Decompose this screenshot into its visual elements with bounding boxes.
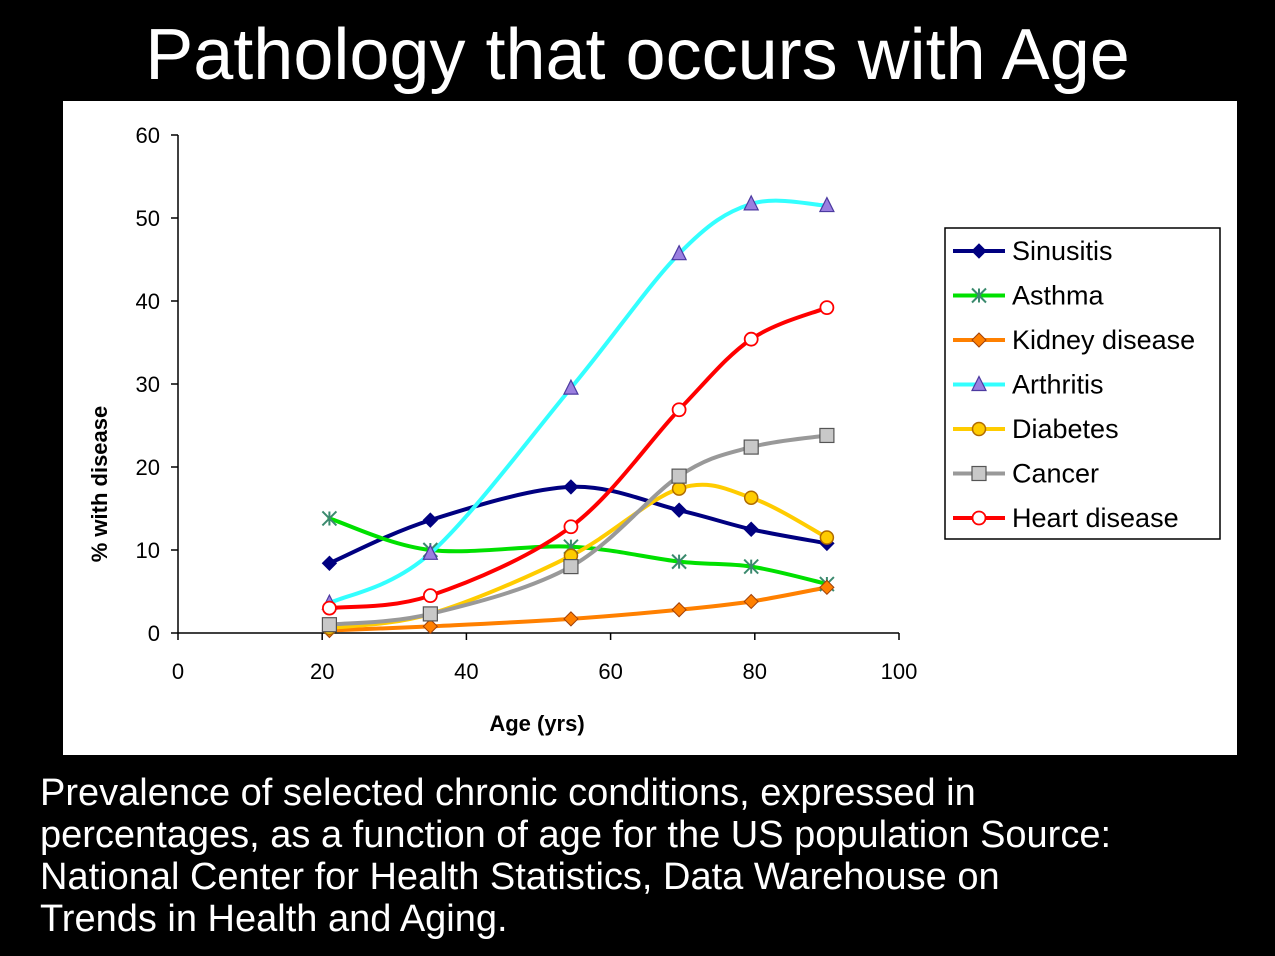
y-tick-label: 50 — [136, 206, 160, 231]
series-markers — [321, 194, 835, 639]
data-point — [671, 502, 687, 518]
data-point — [743, 194, 760, 211]
data-point — [563, 519, 579, 535]
data-point — [671, 402, 687, 418]
axes: 0 10 20 30 40 50 60 0 20 40 60 80 100 — [136, 123, 918, 684]
legend-label: Kidney disease — [1012, 325, 1195, 355]
x-tick-label: 100 — [881, 659, 918, 684]
legend-item: Asthma — [953, 281, 1105, 311]
series-line — [327, 198, 829, 606]
y-tick-label: 40 — [136, 289, 160, 314]
data-point — [819, 579, 835, 596]
data-point — [743, 490, 759, 505]
y-tick-label: 20 — [136, 455, 160, 480]
legend-marker — [971, 465, 987, 482]
legend-marker — [971, 510, 987, 526]
data-point — [422, 512, 439, 528]
caption-line: National Center for Health Statistics, D… — [40, 856, 1000, 898]
data-point — [743, 558, 759, 575]
legend-item: Heart disease — [953, 503, 1179, 533]
y-tick-label: 30 — [136, 372, 160, 397]
data-point — [321, 617, 338, 633]
data-point — [819, 530, 835, 545]
legend-label: Heart disease — [1012, 503, 1179, 533]
x-tick-label: 60 — [598, 659, 622, 684]
legend-item: Sinusitis — [953, 236, 1113, 266]
data-point — [743, 521, 759, 537]
data-point — [671, 481, 687, 496]
legend-marker — [971, 287, 987, 304]
data-point — [819, 427, 835, 444]
data-point — [819, 300, 835, 316]
data-point — [422, 618, 439, 635]
legend-label: Asthma — [1012, 281, 1105, 311]
caption-line: Prevalence of selected chronic condition… — [40, 772, 976, 814]
data-point — [422, 606, 438, 622]
legend: Sinusitis Asthma Kidney disease Arthritis Di… — [944, 227, 1221, 540]
data-point — [743, 439, 759, 455]
data-point — [671, 244, 688, 261]
data-point — [563, 611, 579, 627]
data-point — [743, 331, 759, 347]
data-point — [321, 555, 338, 571]
slide-title: Pathology that occurs with Age — [145, 15, 1130, 95]
data-point — [671, 553, 687, 570]
x-axis-title: Age (yrs) — [489, 711, 584, 736]
legend-label: Cancer — [1012, 459, 1099, 489]
legend-label: Diabetes — [1012, 414, 1119, 444]
chart-caption: Prevalence of selected chronic condition… — [40, 772, 1270, 940]
data-point — [563, 559, 579, 575]
legend-item: Cancer — [953, 459, 1099, 489]
legend-marker — [971, 243, 987, 259]
y-tick-label: 60 — [136, 123, 160, 148]
y-axis-title: % with disease — [87, 406, 112, 563]
data-point — [422, 543, 439, 560]
data-point — [322, 600, 337, 616]
legend-marker — [971, 421, 987, 437]
caption-line: percentages, as a function of age for th… — [40, 814, 1112, 856]
legend-label: Arthritis — [1012, 370, 1104, 400]
chart-panel: 0 10 20 30 40 50 60 0 20 40 60 80 100 Age (yrs) % wi… — [63, 101, 1237, 755]
legend-label: Sinusitis — [1012, 236, 1113, 266]
x-tick-label: 40 — [454, 659, 478, 684]
legend-item: Kidney disease — [953, 325, 1195, 355]
legend-item: Diabetes — [953, 414, 1119, 444]
data-point — [818, 196, 835, 213]
x-tick-label: 0 — [172, 659, 184, 684]
data-point — [562, 378, 579, 395]
y-tick-label: 0 — [148, 621, 160, 646]
data-point — [671, 468, 687, 484]
line-chart: 0 10 20 30 40 50 60 0 20 40 60 80 100 Age (yrs) % wi… — [87, 123, 1221, 736]
data-point — [422, 588, 438, 604]
legend-marker — [971, 375, 987, 392]
data-point — [743, 593, 759, 610]
y-tick-label: 10 — [136, 538, 160, 563]
legend-marker — [971, 332, 987, 348]
caption-line: Trends in Health and Aging. — [40, 898, 508, 940]
x-tick-label: 20 — [310, 659, 334, 684]
legend-item: Arthritis — [953, 370, 1104, 400]
data-point — [671, 602, 687, 618]
x-tick-label: 80 — [743, 659, 767, 684]
series-line — [327, 585, 829, 633]
data-point — [563, 479, 579, 495]
data-point — [321, 510, 338, 527]
